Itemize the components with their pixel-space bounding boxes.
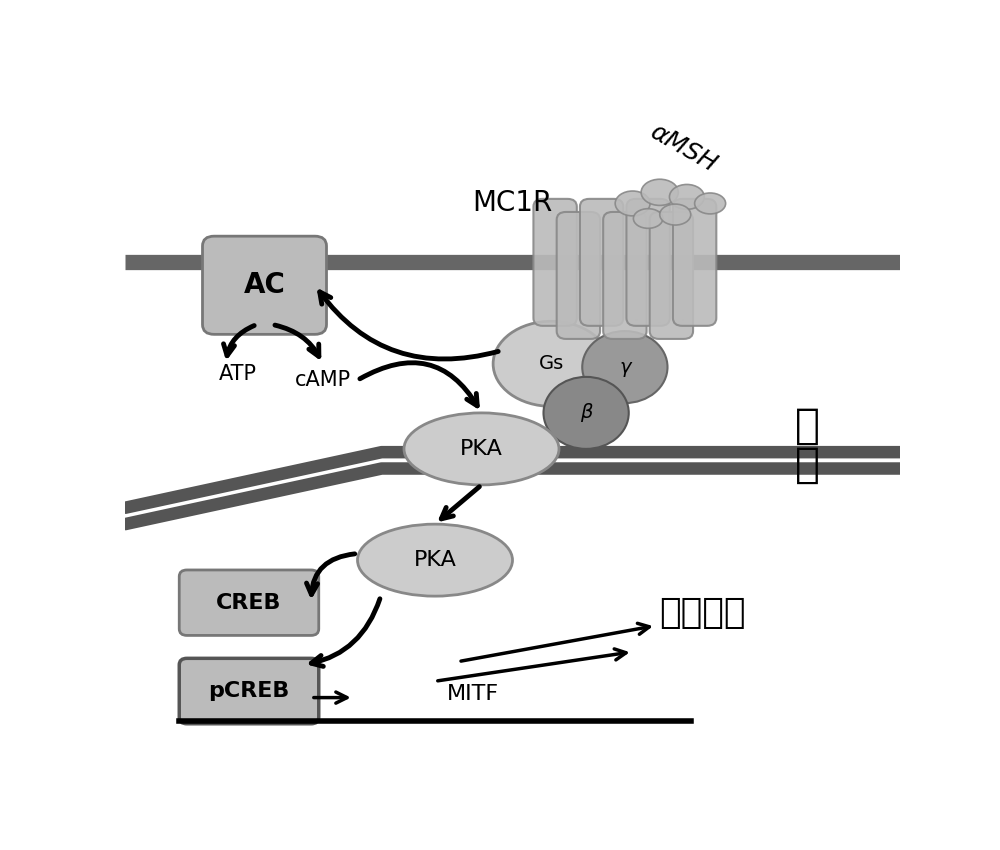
FancyBboxPatch shape [650,212,693,339]
Text: αMSH: αMSH [645,119,721,177]
Text: MC1R: MC1R [472,190,553,218]
Text: pCREB: pCREB [208,681,290,701]
FancyBboxPatch shape [557,212,600,339]
Text: CREB: CREB [216,592,282,613]
FancyBboxPatch shape [179,658,319,724]
Ellipse shape [633,209,663,229]
Ellipse shape [582,332,668,403]
Ellipse shape [695,193,726,214]
FancyBboxPatch shape [603,212,647,339]
Text: β: β [580,404,592,422]
Text: 核: 核 [794,405,820,447]
FancyBboxPatch shape [626,199,670,326]
FancyBboxPatch shape [580,199,623,326]
Text: Gs: Gs [539,354,564,373]
FancyBboxPatch shape [202,236,326,334]
Ellipse shape [641,179,678,206]
Text: ATP: ATP [218,364,256,383]
Text: PKA: PKA [414,550,456,570]
FancyBboxPatch shape [179,570,319,636]
FancyBboxPatch shape [533,199,577,326]
Ellipse shape [358,524,512,596]
Ellipse shape [660,204,691,225]
Text: cAMP: cAMP [295,370,351,390]
Text: MITF: MITF [447,684,499,705]
Ellipse shape [404,413,559,484]
Ellipse shape [493,321,609,406]
Text: AC: AC [244,271,285,299]
Ellipse shape [544,377,629,449]
FancyBboxPatch shape [673,199,716,326]
Text: γ: γ [619,358,631,377]
Text: 膜: 膜 [794,445,820,486]
Ellipse shape [669,184,704,209]
Text: 色素沉着: 色素沉着 [659,596,746,630]
Text: PKA: PKA [460,439,503,459]
Ellipse shape [615,191,650,216]
